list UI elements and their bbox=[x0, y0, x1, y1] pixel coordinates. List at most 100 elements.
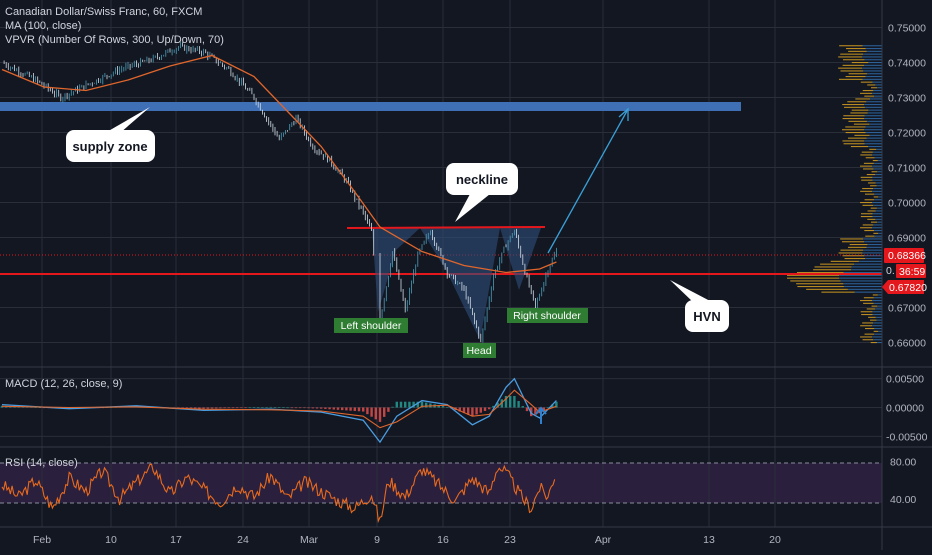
vpvr-bar bbox=[877, 294, 882, 296]
symbol-title[interactable]: Canadian Dollar/Swiss Franc, 60, FXCM bbox=[5, 6, 203, 18]
macd-bar bbox=[416, 401, 419, 408]
vpvr-bar bbox=[864, 255, 882, 257]
vpvr-bar bbox=[875, 308, 882, 310]
macd-bar bbox=[357, 407, 361, 412]
macd-bar bbox=[349, 407, 352, 411]
vpvr-bar bbox=[854, 291, 882, 293]
macd-bar bbox=[261, 407, 264, 408]
vpvr-bar bbox=[873, 339, 882, 341]
vpvr-bar bbox=[787, 274, 840, 276]
vpvr-bar bbox=[872, 179, 882, 181]
vpvr-bar bbox=[867, 112, 882, 114]
macd-bar bbox=[525, 407, 529, 412]
macd-bar bbox=[328, 407, 331, 410]
macd-bar bbox=[236, 407, 239, 409]
macd-tick-label: -0.00500 bbox=[886, 431, 928, 443]
macd-bar bbox=[189, 407, 193, 409]
macd-axis[interactable]: 0.00500 0.00000 -0.00500 bbox=[886, 374, 928, 444]
vpvr-legend[interactable]: VPVR (Number Of Rows, 300, Up/Down, 70) bbox=[5, 34, 224, 46]
macd-bar bbox=[479, 407, 482, 413]
price-tick-label: 0.70000 bbox=[888, 198, 926, 210]
ma-legend[interactable]: MA (100, close) bbox=[5, 20, 82, 32]
macd-title: MACD (12, 26, close, 9) bbox=[5, 378, 122, 390]
vpvr-bar bbox=[862, 188, 874, 190]
vpvr-bar bbox=[843, 283, 882, 285]
vpvr-bar bbox=[868, 182, 876, 184]
vpvr-bar bbox=[865, 258, 882, 260]
vpvr-bar bbox=[878, 232, 882, 234]
vpvr-bar bbox=[864, 59, 882, 61]
macd-bar bbox=[395, 401, 398, 408]
time-tick-label: 9 bbox=[374, 534, 380, 546]
vpvr-bar bbox=[877, 221, 882, 223]
hidden-price-prefix: 0. bbox=[886, 265, 895, 277]
vpvr-bar bbox=[854, 263, 882, 265]
vpvr-bar bbox=[863, 241, 882, 243]
vpvr-bar bbox=[864, 143, 882, 145]
vpvr-bar bbox=[876, 342, 882, 344]
macd-bar bbox=[336, 407, 340, 410]
vpvr-histogram bbox=[787, 45, 882, 344]
rsi-axis[interactable]: 80.00 40.00 bbox=[890, 456, 916, 506]
macd-bar bbox=[551, 404, 554, 408]
vpvr-bar bbox=[871, 305, 878, 307]
macd-bar bbox=[223, 407, 226, 409]
vpvr-bar bbox=[860, 176, 873, 178]
macd-bar bbox=[492, 405, 495, 408]
macd-bar bbox=[378, 407, 382, 422]
macd-bar bbox=[227, 407, 230, 409]
macd-bar bbox=[341, 407, 344, 411]
vpvr-bar bbox=[843, 272, 882, 274]
vpvr-bar bbox=[872, 151, 882, 153]
macd-bar bbox=[194, 407, 197, 409]
vpvr-bar bbox=[865, 126, 882, 128]
vpvr-bar bbox=[863, 70, 882, 72]
vpvr-bar bbox=[821, 291, 855, 293]
vpvr-bar bbox=[862, 56, 882, 58]
time-axis[interactable]: Feb 10 17 24 Mar 9 16 23 Apr 13 20 bbox=[33, 534, 781, 546]
macd-bar bbox=[345, 407, 348, 411]
rsi-tick-label: 80.00 bbox=[890, 456, 916, 468]
price-tick-label: 0.72000 bbox=[888, 128, 926, 140]
vpvr-bar bbox=[848, 120, 867, 122]
macd-bar bbox=[257, 407, 260, 408]
vpvr-bar bbox=[864, 333, 875, 335]
macd-bar bbox=[366, 407, 369, 415]
macd-bar bbox=[408, 401, 411, 408]
vpvr-bar bbox=[861, 179, 873, 181]
macd-bar bbox=[240, 407, 243, 409]
macd-bar bbox=[513, 395, 516, 408]
vpvr-bar bbox=[839, 277, 882, 279]
vpvr-bar bbox=[864, 140, 882, 142]
macd-bar bbox=[282, 407, 285, 408]
vpvr-bar bbox=[877, 171, 882, 173]
macd-bar bbox=[231, 407, 235, 409]
macd-bar bbox=[215, 407, 218, 409]
price-axis[interactable]: 0.75000 0.74000 0.73000 0.72000 0.71000 0.700… bbox=[888, 23, 926, 350]
vpvr-bar bbox=[868, 146, 882, 148]
vpvr-bar bbox=[863, 162, 874, 164]
vpvr-bar bbox=[874, 230, 882, 232]
macd-bar bbox=[446, 406, 449, 408]
vpvr-bar bbox=[864, 118, 882, 120]
vpvr-bar bbox=[866, 120, 882, 122]
macd-bar bbox=[244, 407, 247, 409]
vpvr-bar bbox=[861, 151, 873, 153]
vpvr-bar bbox=[873, 330, 879, 332]
vpvr-bar bbox=[796, 272, 844, 274]
macd-bar bbox=[269, 406, 272, 408]
vpvr-bar bbox=[790, 280, 841, 282]
vpvr-bar bbox=[867, 244, 882, 246]
head-label: Head bbox=[463, 343, 496, 358]
vpvr-bar bbox=[870, 207, 877, 209]
vpvr-bar bbox=[853, 123, 870, 125]
vpvr-bar bbox=[860, 165, 873, 167]
macd-bar bbox=[412, 401, 415, 408]
vpvr-bar bbox=[813, 269, 852, 271]
vpvr-bar bbox=[860, 336, 873, 338]
vpvr-bar bbox=[842, 59, 865, 61]
vpvr-bar bbox=[862, 90, 874, 92]
supply-zone-band bbox=[0, 102, 741, 111]
macd-bar bbox=[311, 407, 314, 409]
